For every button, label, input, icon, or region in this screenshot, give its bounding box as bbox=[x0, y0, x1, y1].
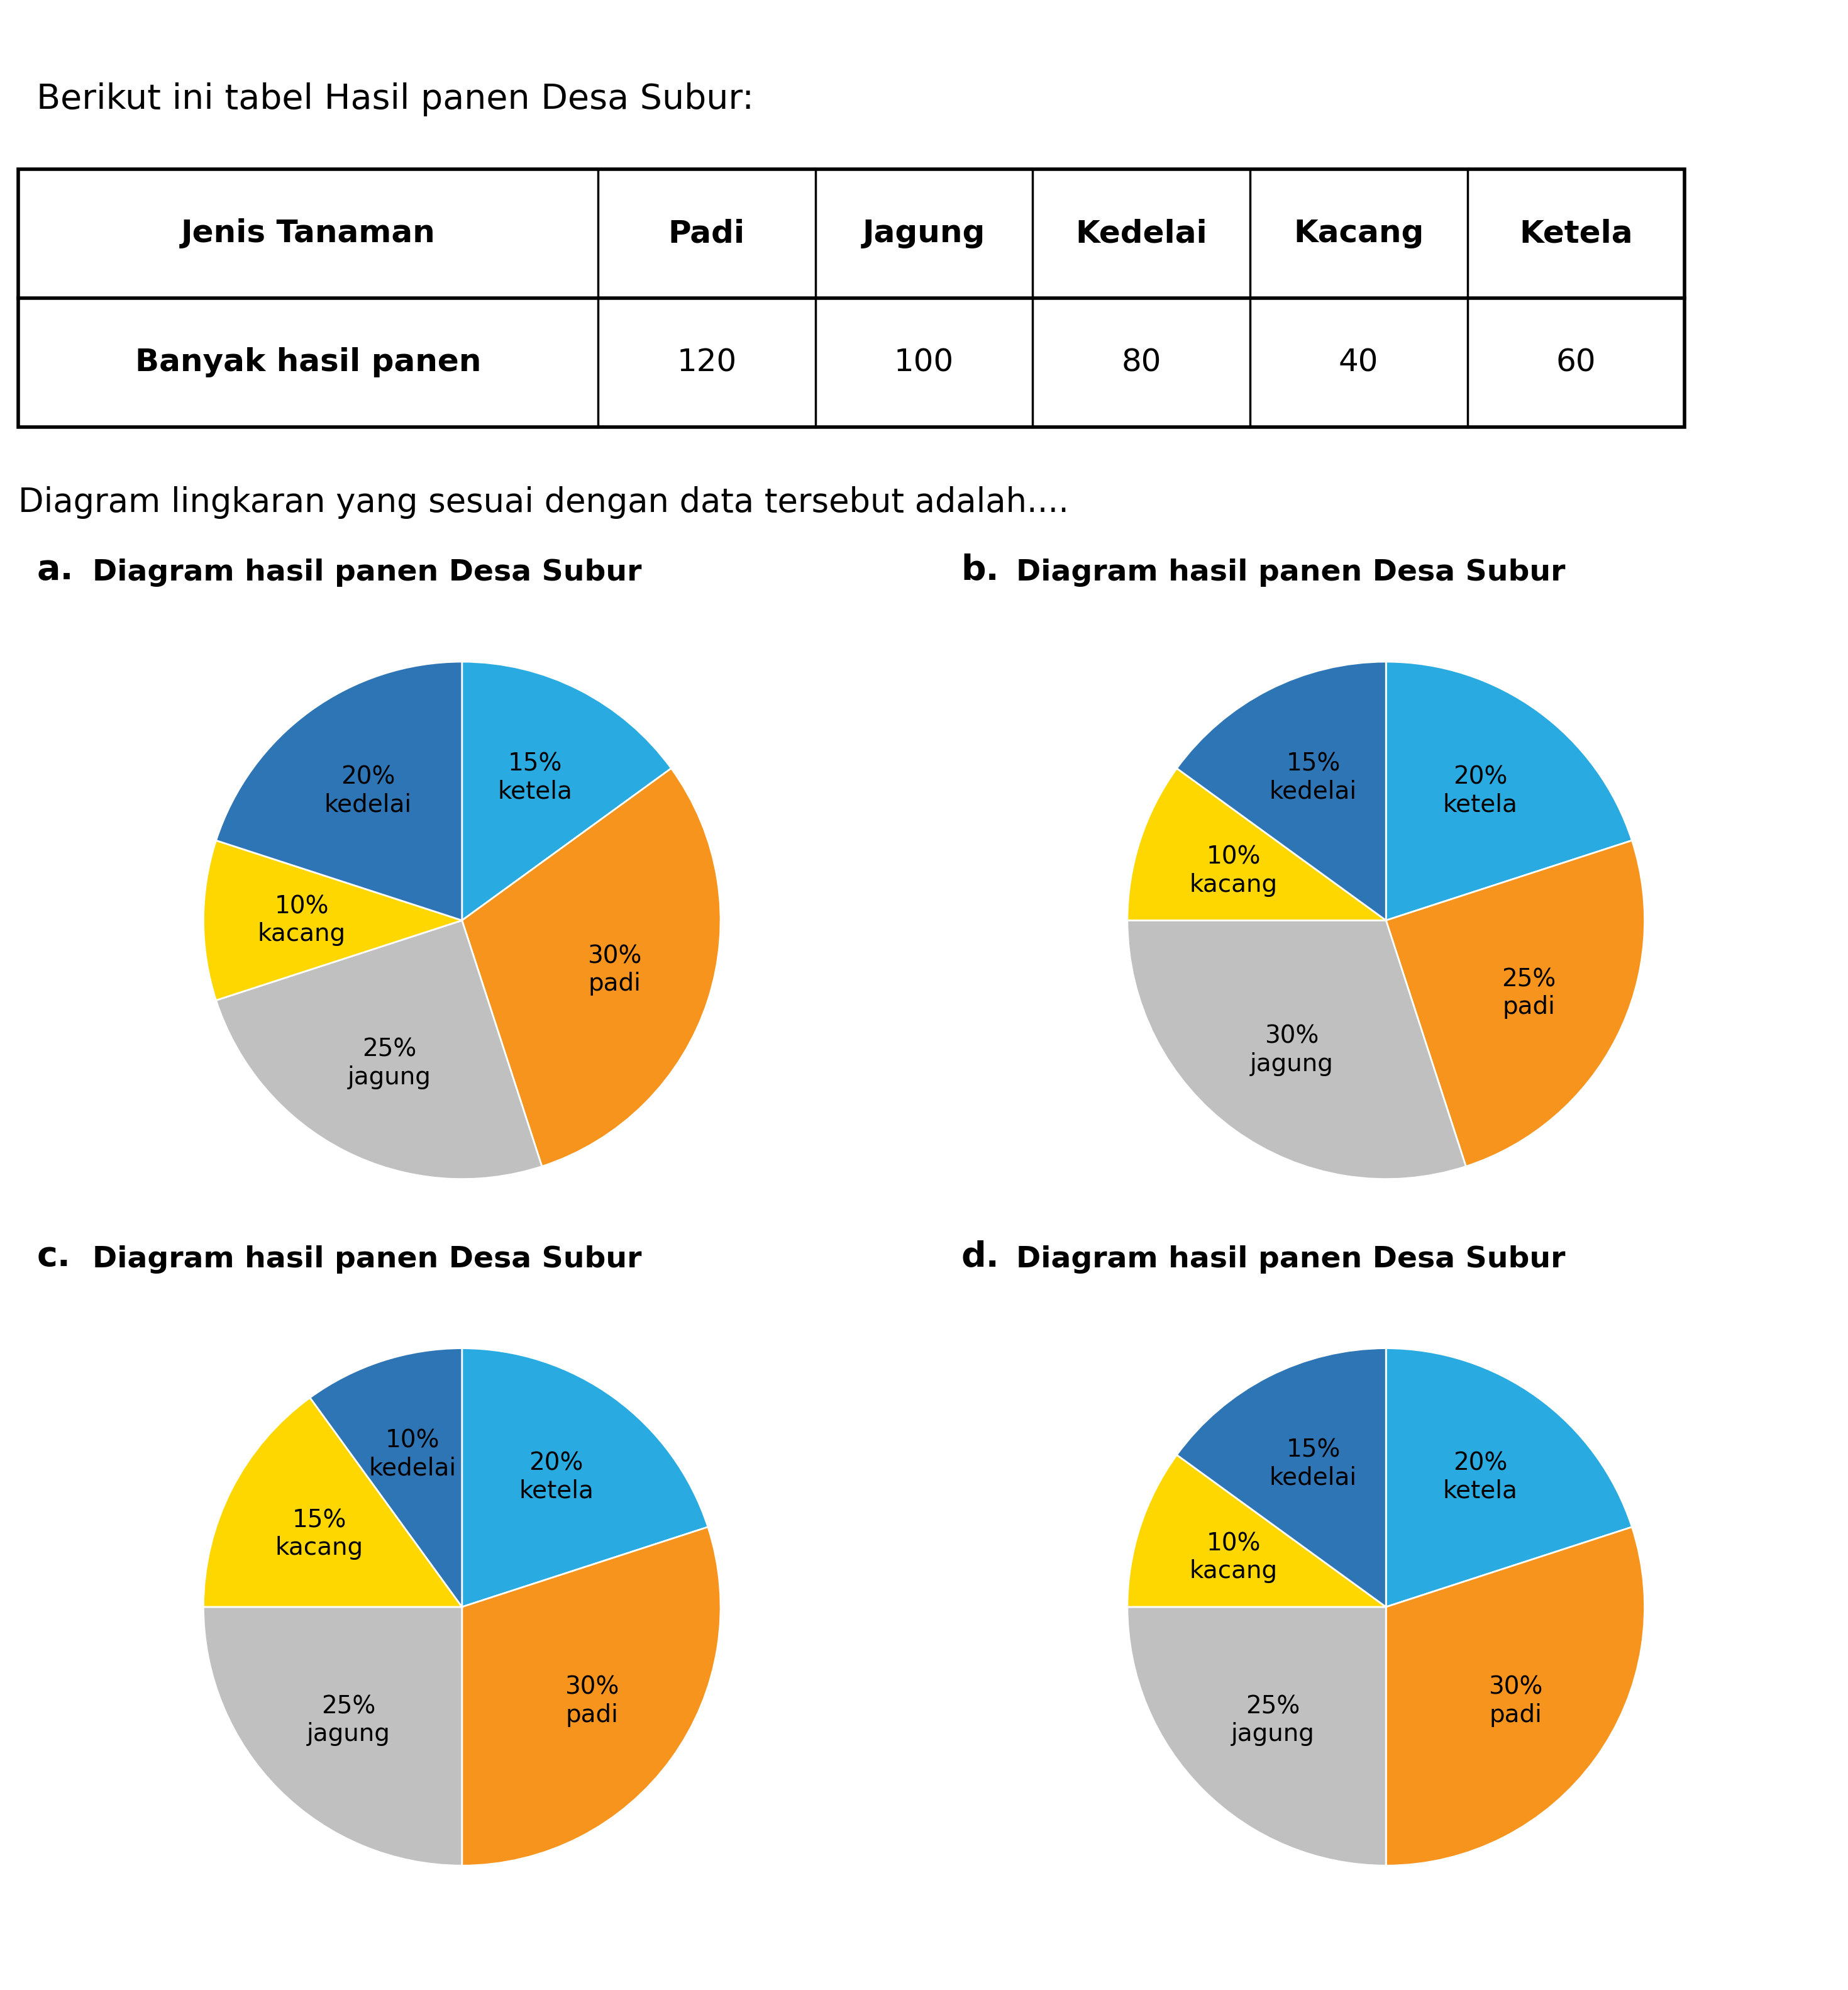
Wedge shape bbox=[1177, 1349, 1386, 1608]
Wedge shape bbox=[216, 661, 462, 919]
Wedge shape bbox=[203, 1397, 462, 1608]
Text: Jenis Tanaman: Jenis Tanaman bbox=[181, 219, 436, 249]
Wedge shape bbox=[462, 768, 721, 1166]
Text: 20%
ketela: 20% ketela bbox=[519, 1451, 593, 1502]
Text: 80: 80 bbox=[1122, 348, 1161, 378]
Text: 25%
jagung: 25% jagung bbox=[307, 1695, 390, 1745]
Text: 15%
kedelai: 15% kedelai bbox=[1270, 752, 1356, 804]
Text: 25%
jagung: 25% jagung bbox=[347, 1037, 431, 1089]
Wedge shape bbox=[1386, 1349, 1632, 1608]
Text: 10%
kedelai: 10% kedelai bbox=[370, 1429, 456, 1481]
Text: Diagram hasil panen Desa Subur: Diagram hasil panen Desa Subur bbox=[92, 559, 641, 587]
Text: Diagram hasil panen Desa Subur: Diagram hasil panen Desa Subur bbox=[1016, 1246, 1565, 1274]
Wedge shape bbox=[203, 840, 462, 1001]
Text: c.: c. bbox=[37, 1240, 70, 1274]
Text: 30%
padi: 30% padi bbox=[588, 943, 641, 995]
Text: 120: 120 bbox=[676, 348, 737, 378]
Text: Kedelai: Kedelai bbox=[1076, 219, 1207, 249]
Wedge shape bbox=[462, 1526, 721, 1867]
Wedge shape bbox=[1386, 840, 1645, 1166]
Wedge shape bbox=[462, 661, 671, 919]
Wedge shape bbox=[1127, 1455, 1386, 1608]
Wedge shape bbox=[1386, 1526, 1645, 1867]
Text: 15%
ketela: 15% ketela bbox=[497, 752, 573, 804]
Text: d.: d. bbox=[961, 1240, 1000, 1274]
Text: 15%
kedelai: 15% kedelai bbox=[1270, 1439, 1356, 1491]
Wedge shape bbox=[1127, 1606, 1386, 1867]
Text: 20%
ketela: 20% ketela bbox=[1443, 764, 1517, 816]
Text: Diagram hasil panen Desa Subur: Diagram hasil panen Desa Subur bbox=[92, 1246, 641, 1274]
Text: Kacang: Kacang bbox=[1294, 219, 1423, 249]
Text: 30%
padi: 30% padi bbox=[565, 1676, 619, 1727]
Text: 10%
kacang: 10% kacang bbox=[1190, 846, 1277, 897]
Text: 20%
ketela: 20% ketela bbox=[1443, 1451, 1517, 1502]
Text: 10%
kacang: 10% kacang bbox=[1190, 1532, 1277, 1584]
Wedge shape bbox=[1177, 661, 1386, 919]
Text: 25%
jagung: 25% jagung bbox=[1231, 1695, 1314, 1745]
Text: Berikut ini tabel Hasil panen Desa Subur:: Berikut ini tabel Hasil panen Desa Subur… bbox=[37, 82, 754, 117]
Wedge shape bbox=[310, 1349, 462, 1608]
Text: 30%
padi: 30% padi bbox=[1489, 1676, 1543, 1727]
Wedge shape bbox=[462, 1349, 708, 1608]
Text: Ketela: Ketela bbox=[1519, 219, 1634, 249]
Text: 25%
padi: 25% padi bbox=[1502, 967, 1556, 1019]
Wedge shape bbox=[216, 919, 541, 1178]
Text: a.: a. bbox=[37, 553, 74, 587]
Text: 40: 40 bbox=[1338, 348, 1379, 378]
Text: Jagung: Jagung bbox=[863, 219, 985, 249]
Wedge shape bbox=[203, 1606, 462, 1867]
Text: 20%
kedelai: 20% kedelai bbox=[323, 764, 412, 816]
Text: Diagram lingkaran yang sesuai dengan data tersebut adalah....: Diagram lingkaran yang sesuai dengan dat… bbox=[18, 486, 1070, 519]
Wedge shape bbox=[1127, 768, 1386, 919]
Text: b.: b. bbox=[961, 553, 1000, 587]
Text: 10%
kacang: 10% kacang bbox=[257, 895, 346, 945]
Text: Banyak hasil panen: Banyak hasil panen bbox=[135, 348, 480, 378]
Wedge shape bbox=[1127, 919, 1465, 1178]
Text: Padi: Padi bbox=[669, 219, 745, 249]
Text: Diagram hasil panen Desa Subur: Diagram hasil panen Desa Subur bbox=[1016, 559, 1565, 587]
Wedge shape bbox=[1386, 661, 1632, 919]
Text: 30%
jagung: 30% jagung bbox=[1249, 1025, 1334, 1077]
Text: 60: 60 bbox=[1556, 348, 1597, 378]
Text: 15%
kacang: 15% kacang bbox=[275, 1508, 364, 1560]
Text: 100: 100 bbox=[894, 348, 954, 378]
